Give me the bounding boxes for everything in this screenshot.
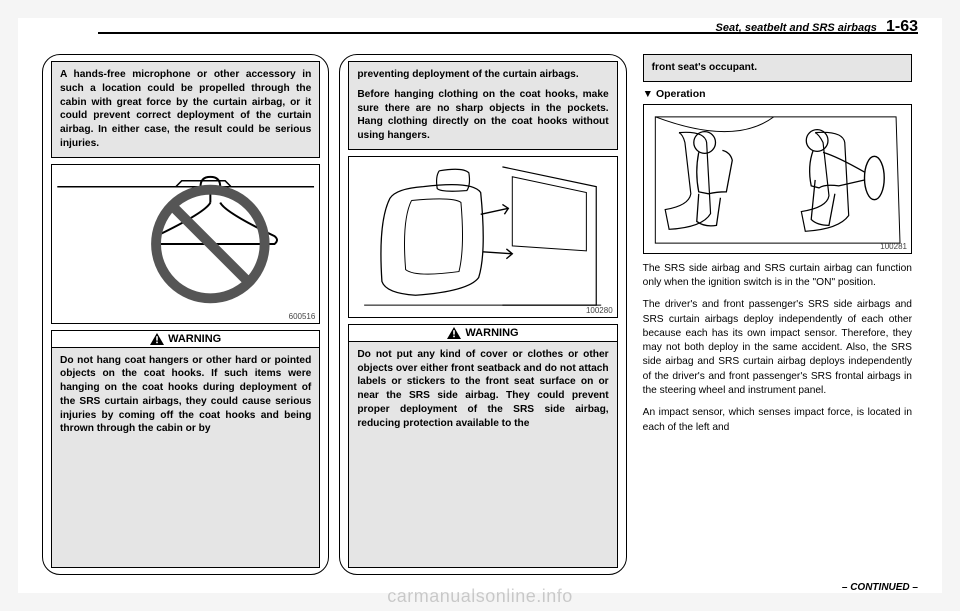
page-header: Seat, seatbelt and SRS airbags 1-63 bbox=[716, 18, 918, 36]
warning-triangle-icon bbox=[447, 327, 461, 339]
warning-header: WARNING bbox=[348, 324, 617, 342]
warning-label: WARNING bbox=[168, 333, 221, 345]
thumb-tab bbox=[920, 36, 942, 84]
notice-box: A hands-free microphone or other accesso… bbox=[51, 61, 320, 158]
column-2: preventing deployment of the curtain air… bbox=[339, 54, 626, 575]
figure-occupants: 100281 bbox=[643, 104, 912, 254]
figure-seat-side: 100280 bbox=[348, 156, 617, 318]
notice-box: front seat's occupant. bbox=[643, 54, 912, 82]
seat-svg bbox=[349, 157, 616, 317]
warning-box: Do not put any kind of cover or clothes … bbox=[348, 342, 617, 568]
warning-triangle-icon bbox=[150, 333, 164, 345]
occupants-svg bbox=[644, 105, 911, 253]
hanger-svg bbox=[52, 165, 319, 323]
column-1: A hands-free microphone or other accesso… bbox=[42, 54, 329, 575]
warning-label: WARNING bbox=[465, 327, 518, 339]
figure-id: 100280 bbox=[586, 306, 613, 315]
section-title: Seat, seatbelt and SRS airbags bbox=[716, 22, 877, 34]
notice-p2: Before hanging clothing on the coat hook… bbox=[357, 88, 608, 143]
column-3: front seat's occupant. ▼ Operation bbox=[637, 54, 918, 575]
figure-id: 600516 bbox=[289, 312, 316, 321]
warning-header: WARNING bbox=[51, 330, 320, 348]
page: Seat, seatbelt and SRS airbags 1-63 A ha… bbox=[18, 18, 942, 593]
notice-box: preventing deployment of the curtain air… bbox=[348, 61, 617, 150]
columns: A hands-free microphone or other accesso… bbox=[42, 54, 918, 575]
page-number: 1-63 bbox=[886, 18, 918, 35]
para: The driver's and front passenger's SRS s… bbox=[643, 298, 912, 398]
para: The SRS side airbag and SRS curtain airb… bbox=[643, 262, 912, 291]
figure-coat-hanger: 600516 bbox=[51, 164, 320, 324]
para: An impact sensor, which senses impact fo… bbox=[643, 406, 912, 435]
figure-id: 100281 bbox=[880, 242, 907, 251]
operation-subhead: ▼ Operation bbox=[643, 88, 912, 100]
continued-label: – CONTINUED – bbox=[842, 582, 918, 593]
warning-box: Do not hang coat hangers or other hard o… bbox=[51, 348, 320, 568]
notice-p1: preventing deployment of the curtain air… bbox=[357, 68, 608, 82]
